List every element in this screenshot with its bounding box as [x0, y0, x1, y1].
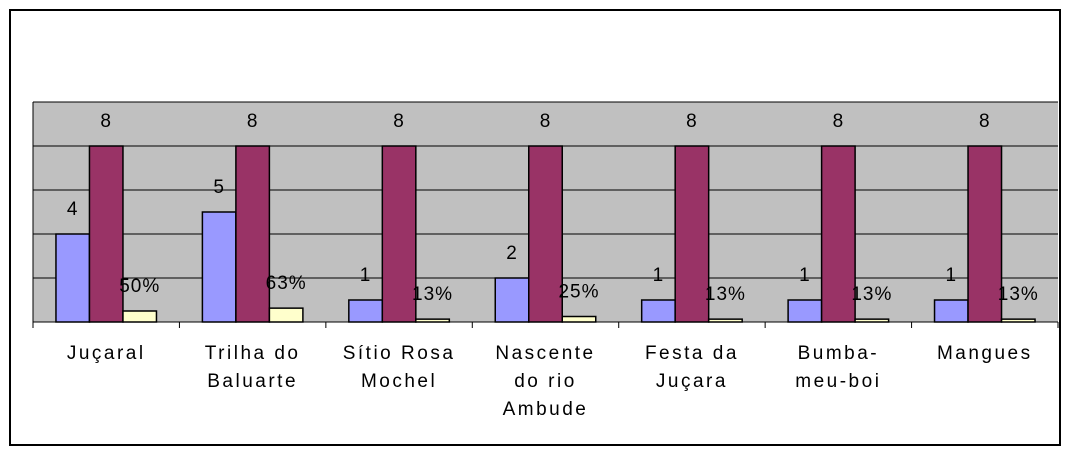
data-label: 8: [247, 111, 259, 132]
bar: [707, 318, 743, 323]
x-tick-label: Bumba-meu-boi: [795, 343, 882, 392]
x-tick-label: Juçaral: [66, 343, 146, 364]
data-label: 8: [393, 111, 405, 132]
data-label: 1: [653, 265, 665, 286]
x-tick-label: Trilha do Baluarte: [204, 343, 301, 392]
bar: [933, 299, 969, 323]
bar: [268, 307, 304, 323]
bar: [674, 145, 710, 323]
bar: [561, 315, 597, 323]
data-label: 8: [686, 111, 698, 132]
bar: [820, 145, 856, 323]
bar: [1000, 318, 1036, 323]
bar: [854, 318, 890, 323]
data-label: 8: [540, 111, 552, 132]
x-tick-label: Festa da Juçara: [644, 343, 739, 392]
bar: [494, 277, 530, 323]
data-label: 8: [979, 111, 991, 132]
bar: [122, 310, 158, 323]
data-label: 4: [67, 199, 79, 220]
bar: [201, 211, 237, 323]
data-label: 8: [100, 111, 112, 132]
bar: [787, 299, 823, 323]
bar: [528, 145, 563, 323]
bar: [967, 145, 1003, 323]
data-label: 13%: [705, 284, 746, 305]
data-label: 63%: [266, 273, 307, 294]
data-label: 25%: [558, 282, 599, 303]
bar: [235, 145, 271, 323]
data-label: 1: [945, 265, 957, 286]
data-label: 1: [799, 265, 811, 286]
bar: [348, 299, 384, 323]
data-label: 8: [833, 111, 845, 132]
data-label: 13%: [412, 284, 453, 305]
bar: [640, 299, 676, 323]
data-label: 2: [506, 243, 518, 264]
bar: [381, 145, 417, 323]
bar: [415, 318, 451, 323]
data-label: 5: [213, 177, 225, 198]
x-tick-label: Mangues: [936, 343, 1033, 364]
x-tick-label: Nascente do rio Ambude: [495, 343, 596, 420]
bar: [88, 145, 124, 323]
data-label: 13%: [998, 284, 1039, 305]
bar: [55, 233, 91, 323]
data-label: 13%: [851, 284, 892, 305]
data-label: 1: [360, 265, 372, 286]
data-label: 50%: [119, 276, 160, 297]
x-tick-label: Sítio Rosa Mochel: [342, 343, 456, 392]
